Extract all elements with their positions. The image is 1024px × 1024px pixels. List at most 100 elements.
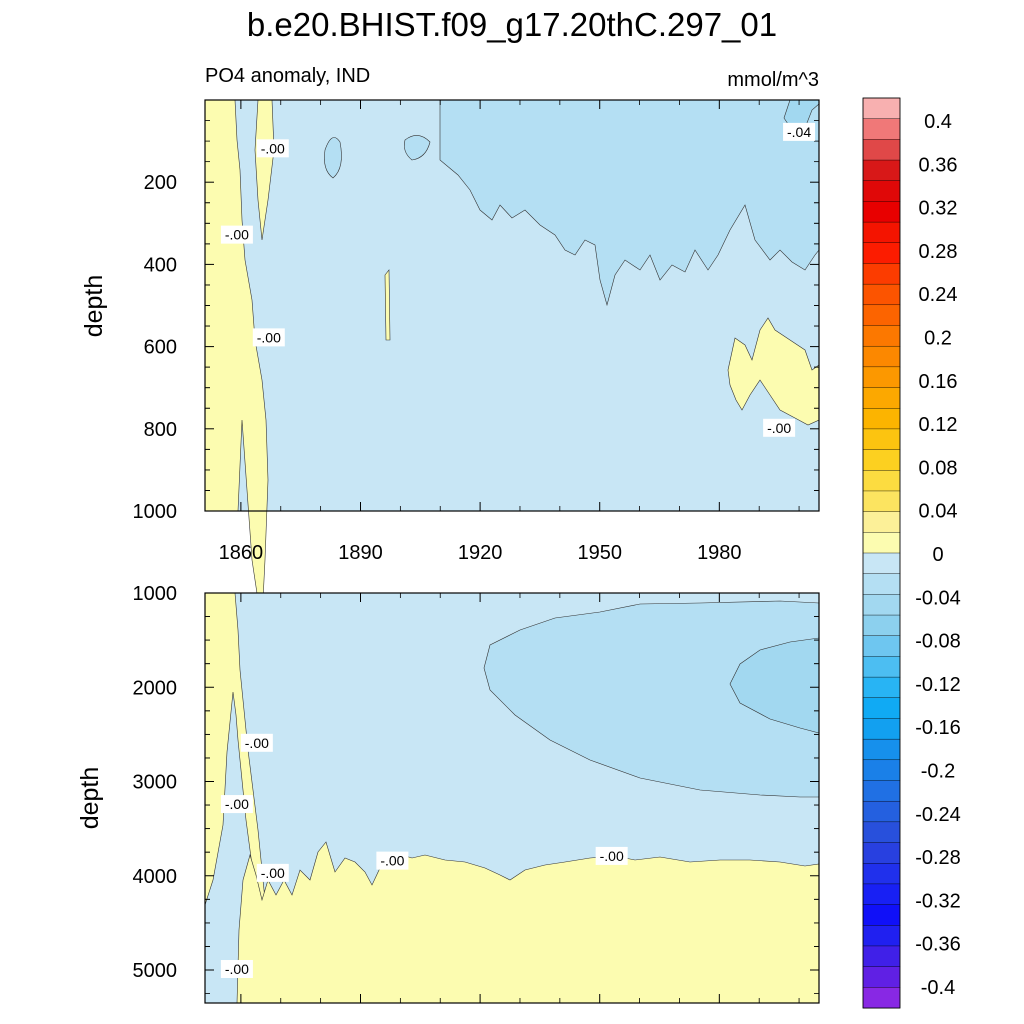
upper-contour-zero-band: [254, 99, 275, 241]
contour-label: -.00: [256, 139, 289, 158]
colorbar-cell: [862, 738, 901, 761]
colorbar-cell: [862, 800, 901, 823]
x-axis-tick-labels: 1860 1890 1920 1950 1980: [219, 542, 742, 564]
contour-label: -.00: [595, 846, 628, 865]
y-tick-label: 1000: [133, 583, 178, 605]
colorbar-label: -0.36: [915, 934, 961, 956]
colorbar-cell: [862, 490, 901, 513]
upper-panel: PO4 anomaly, IND mmol/m^3 200 400 600 800 10…: [80, 65, 820, 641]
upper-contour-zero-spike: [384, 269, 391, 341]
colorbar-label: 0.12: [919, 414, 958, 436]
contour-label: -.04: [783, 122, 816, 141]
colorbar-cell: [862, 304, 901, 326]
colorbar-label: -0.12: [915, 674, 961, 696]
contour-label-box: [595, 846, 628, 865]
contour-label: -.00: [252, 328, 285, 347]
colorbar-cell: [862, 780, 901, 802]
colorbar-cell: [862, 573, 901, 595]
colorbar-cell: [862, 945, 901, 968]
colorbar-cell: [862, 863, 901, 885]
contour-label: -.00: [376, 851, 409, 870]
x-tick-label: 1980: [697, 542, 742, 564]
colorbar-cell: [862, 987, 901, 1009]
contour-label: -.00: [763, 418, 796, 437]
colorbar-label: -0.2: [921, 761, 955, 783]
contour-label: -.00: [220, 960, 253, 979]
colorbar-cell: [862, 180, 901, 202]
lower-plot-frame: [204, 592, 820, 1004]
colorbar-cell: [862, 635, 901, 657]
colorbar-cell: [862, 697, 901, 719]
colorbar-cell: [862, 552, 901, 575]
colorbar-cell: [862, 159, 901, 182]
colorbar-label: -0.24: [915, 804, 961, 826]
colorbar-label: -0.4: [921, 977, 955, 999]
contour-label-text: -.00: [225, 227, 249, 243]
colorbar-label: -0.28: [915, 847, 961, 869]
colorbar-cell: [862, 470, 901, 492]
colorbar-label: -0.04: [915, 587, 961, 609]
colorbar-label: -0.08: [915, 631, 961, 653]
colorbar-cell: [862, 904, 901, 926]
upper-axis-ticks: 200 400 600 800 1000: [133, 100, 819, 523]
colorbar-cell: [862, 759, 901, 781]
contour-label-box: [252, 328, 285, 347]
colorbar-cell: [862, 925, 901, 947]
upper-contour-labels: -.00 -.00 -.00 -.04 -.00: [220, 122, 816, 437]
contour-label-box: [376, 851, 409, 870]
contour-label-box: [783, 122, 816, 141]
x-tick-label: 1920: [458, 542, 503, 564]
upper-contour-patch-b: [404, 135, 431, 161]
colorbar-label: 0: [932, 544, 943, 566]
colorbar-label: 0.08: [919, 457, 958, 479]
colorbar-cell: [862, 511, 901, 533]
variable-label: PO4 anomaly, IND: [205, 65, 370, 87]
colorbar-labels: 0.4 0.36 0.32 0.28 0.24 0.2 0.16 0.12 0.08 0.04 0 -…: [915, 111, 961, 999]
colorbar-label: -0.16: [915, 717, 961, 739]
contour-label-text: -.00: [225, 796, 249, 812]
colorbar-cell: [862, 614, 901, 637]
contour-label-text: -.00: [261, 140, 285, 156]
chart-title: b.e20.BHIST.f09_g17.20thC.297_01: [247, 6, 777, 43]
colorbar-cell: [862, 139, 901, 161]
units-label: mmol/m^3: [727, 69, 819, 91]
colorbar-cell: [862, 676, 901, 699]
contour-label-box: [256, 139, 289, 158]
colorbar-cell: [862, 718, 901, 740]
y-tick-label: 800: [144, 419, 177, 441]
colorbar-label: -0.32: [915, 890, 961, 912]
colorbar-cell: [862, 201, 901, 223]
y-tick-label: 200: [144, 172, 177, 194]
colorbar-cell: [862, 387, 901, 409]
colorbar-label: 0.32: [919, 198, 958, 220]
contour-label-text: -.00: [380, 853, 404, 869]
upper-contour-patch-a: [324, 137, 342, 179]
colorbar-cell: [862, 594, 901, 616]
lower-contour-inner-lobe: [729, 637, 820, 734]
colorbar-cell: [862, 842, 901, 864]
colorbar-cell: [862, 449, 901, 471]
colorbar-cell: [862, 966, 901, 988]
colorbar-cell: [862, 883, 901, 906]
contour-label: -.00: [220, 225, 253, 244]
colorbar-label: 0.16: [919, 371, 958, 393]
colorbar-cell: [862, 97, 901, 120]
y-tick-label: 2000: [133, 677, 178, 699]
contour-label-box: [220, 225, 253, 244]
colorbar-cell: [862, 221, 901, 244]
upper-y-axis-label: depth: [80, 275, 108, 338]
contour-label: -.00: [220, 795, 253, 814]
colorbar-cell: [862, 366, 901, 389]
contour-label: -.00: [256, 863, 289, 882]
contour-label-text: -.00: [600, 848, 624, 864]
lower-contour-outer-lobe: [483, 600, 820, 798]
contour-label-box: [256, 863, 289, 882]
colorbar-label: 0.04: [919, 501, 958, 523]
contour-label-text: -.00: [225, 961, 249, 977]
y-tick-label: 600: [144, 337, 177, 359]
colorbar-cell: [862, 345, 901, 368]
colorbar-cell: [862, 283, 901, 306]
y-tick-label: 5000: [133, 960, 178, 982]
contour-label-box: [220, 960, 253, 979]
